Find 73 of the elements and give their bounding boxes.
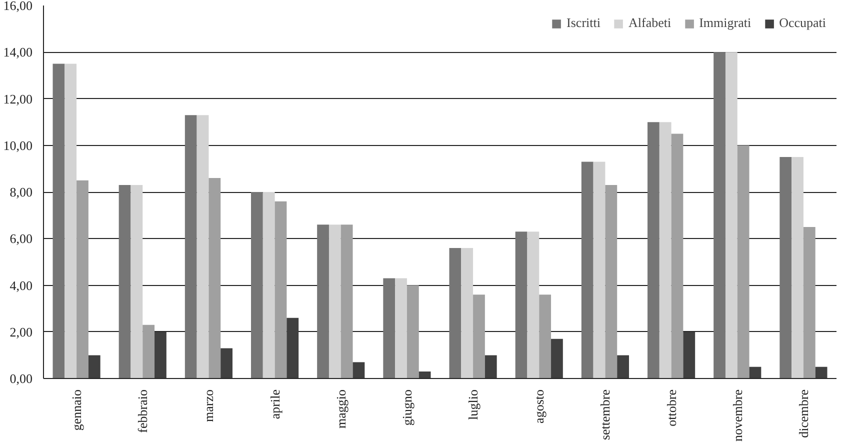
bar (605, 185, 618, 378)
bar (803, 226, 816, 378)
bar (527, 232, 540, 378)
legend-label: Immigrati (699, 15, 752, 31)
legend-label: Iscritti (566, 15, 600, 31)
bar (142, 324, 155, 378)
bar (725, 52, 738, 378)
bar (130, 185, 143, 378)
bar (208, 178, 221, 378)
bar (352, 362, 365, 378)
bar (683, 332, 696, 378)
bar (76, 180, 88, 378)
bar (154, 332, 166, 378)
bar (317, 224, 329, 378)
x-tick-label: dicembre (796, 389, 811, 438)
bar (251, 192, 263, 378)
y-tick-label: 16,00 (3, 0, 32, 13)
x-tick-label: marzo (201, 389, 216, 422)
bar (406, 285, 419, 378)
bar (196, 115, 209, 378)
bar (749, 366, 762, 378)
bar (328, 224, 341, 378)
bar (473, 294, 485, 378)
bar (449, 248, 462, 378)
bar (286, 318, 299, 378)
x-tick-label: ottobre (664, 389, 679, 426)
legend-label: Occupati (779, 15, 826, 31)
bar (461, 248, 474, 378)
bar (815, 366, 828, 378)
x-tick-label: aprile (267, 389, 282, 420)
y-tick-label: 14,00 (3, 44, 32, 60)
bar (52, 64, 65, 378)
x-tick-label: novembre (730, 389, 745, 442)
y-tick-label: 6,00 (10, 231, 32, 246)
bar (581, 162, 594, 378)
bar (659, 122, 672, 378)
x-tick-label: luglio (466, 389, 481, 420)
bar (274, 201, 287, 378)
x-tick-label: febbraio (135, 390, 150, 433)
bar (340, 224, 353, 378)
bar (220, 348, 232, 378)
bar (484, 355, 497, 378)
bar (714, 52, 726, 378)
bar (383, 278, 396, 378)
bar (262, 192, 275, 378)
bar (792, 157, 804, 378)
x-tick-label: gennaio (69, 389, 84, 431)
bar (648, 122, 660, 378)
bar (88, 355, 100, 378)
bar (118, 185, 131, 378)
bar (539, 294, 552, 378)
y-tick-label: 4,00 (10, 278, 32, 293)
bar (593, 162, 606, 378)
y-tick-label: 2,00 (10, 324, 32, 340)
y-tick-label: 8,00 (10, 184, 32, 200)
x-tick-label: giugno (399, 389, 414, 426)
y-tick-label: 12,00 (3, 91, 32, 106)
bar (418, 372, 431, 378)
bar (184, 115, 197, 378)
bar (64, 64, 77, 378)
x-tick-label: maggio (333, 389, 348, 428)
y-tick-label: 0,00 (10, 371, 32, 386)
bar (780, 157, 792, 378)
bar (737, 145, 750, 378)
x-tick-label: settembre (598, 389, 613, 440)
bar (515, 232, 528, 378)
bar (395, 278, 407, 378)
legend-label: Alfabeti (628, 15, 672, 31)
x-tick-label: agosto (532, 389, 547, 424)
bar (671, 134, 684, 378)
bar (551, 338, 563, 378)
y-tick-label: 10,00 (3, 138, 32, 153)
bar (617, 355, 629, 378)
